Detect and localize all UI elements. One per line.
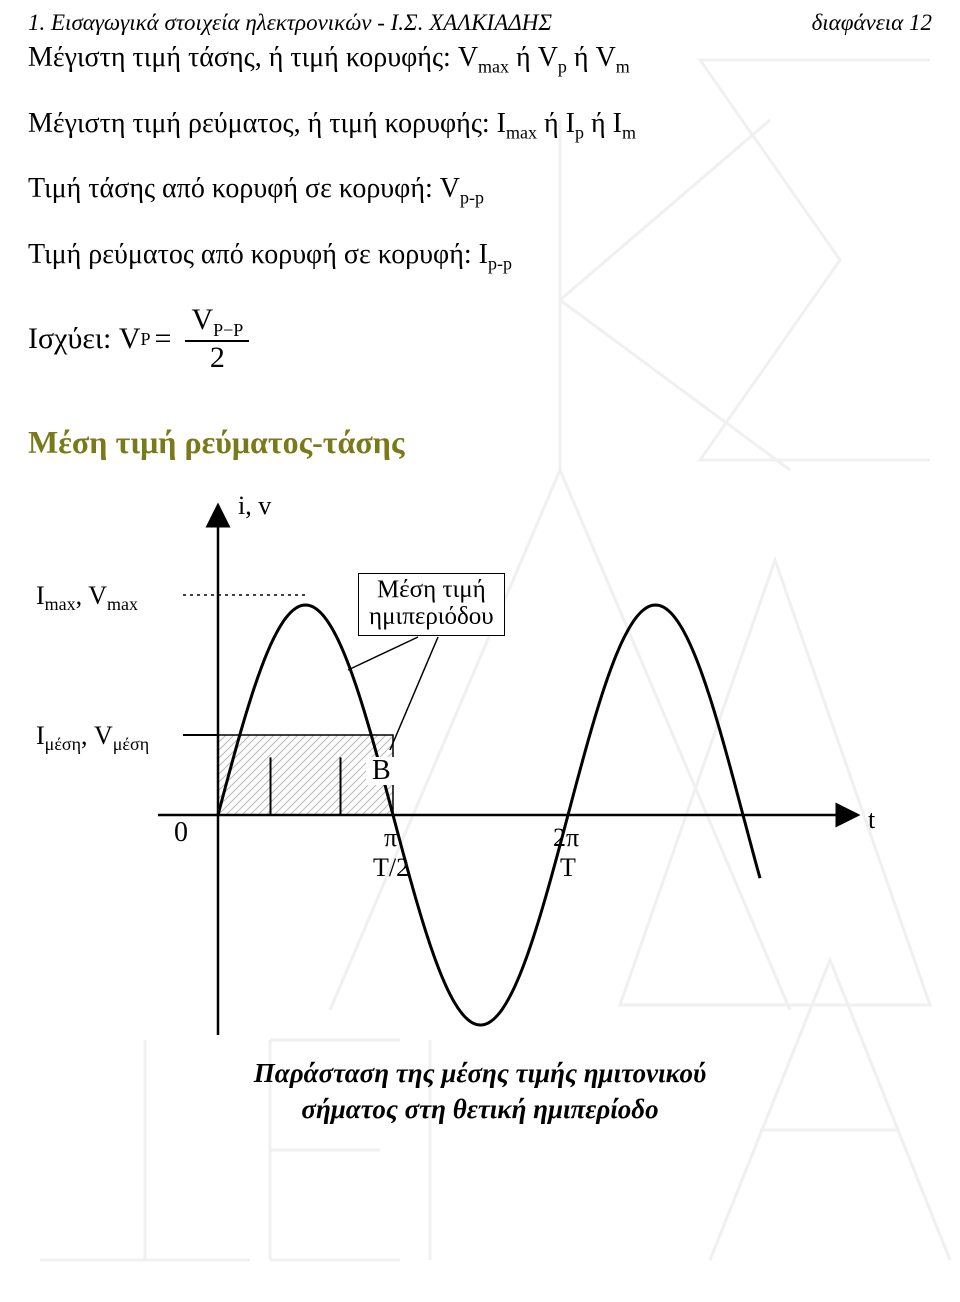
line-imax: Μέγιστη τιμή ρεύματος, ή τιμή κορυφής: I… [28,108,932,144]
line-vpp: Τιμή τάσης από κορυφή σε κορυφή: Vp-p [28,173,932,209]
page-header: 1. Εισαγωγικά στοιχεία ηλεκτρονικών - Ι.… [28,10,932,36]
label-imean-vmean: Iμέση, Vμέση [36,721,149,755]
tick-t-period: T [560,853,576,883]
line-ipp: Τιμή ρεύματος από κορυφή σε κορυφή: Ip-p [28,239,932,275]
chart-caption: Παράσταση της μέσης τιμής ημιτονικού σήμ… [28,1055,932,1128]
header-left: 1. Εισαγωγικά στοιχεία ηλεκτρονικών - Ι.… [28,10,552,36]
header-right: διαφάνεια 12 [812,10,932,36]
zero-label: 0 [174,817,188,849]
section-title: Μέση τιμή ρεύματος-τάσης [28,424,932,461]
tick-pi: π [384,823,397,853]
mean-callout: Μέση τιμή ημιπεριόδου [358,573,505,636]
formula-vp: Ισχύει: VP = VP−P 2 [28,304,932,373]
line-vmax: Μέγιστη τιμή τάσης, ή τιμή κορυφής: Vmax… [28,42,932,78]
tick-t2: T/2 [373,853,409,883]
b-label: B [366,757,397,785]
mean-value-chart: i, v Imax, Vmax Iμέση, Vμέση 0 Μέση τιμή… [28,485,908,1045]
label-imax-vmax: Imax, Vmax [36,581,138,615]
tick-2pi: 2π [553,823,579,853]
tick-t: t [868,805,875,835]
chart-svg [28,485,908,1045]
y-axis-label: i, v [238,491,271,521]
